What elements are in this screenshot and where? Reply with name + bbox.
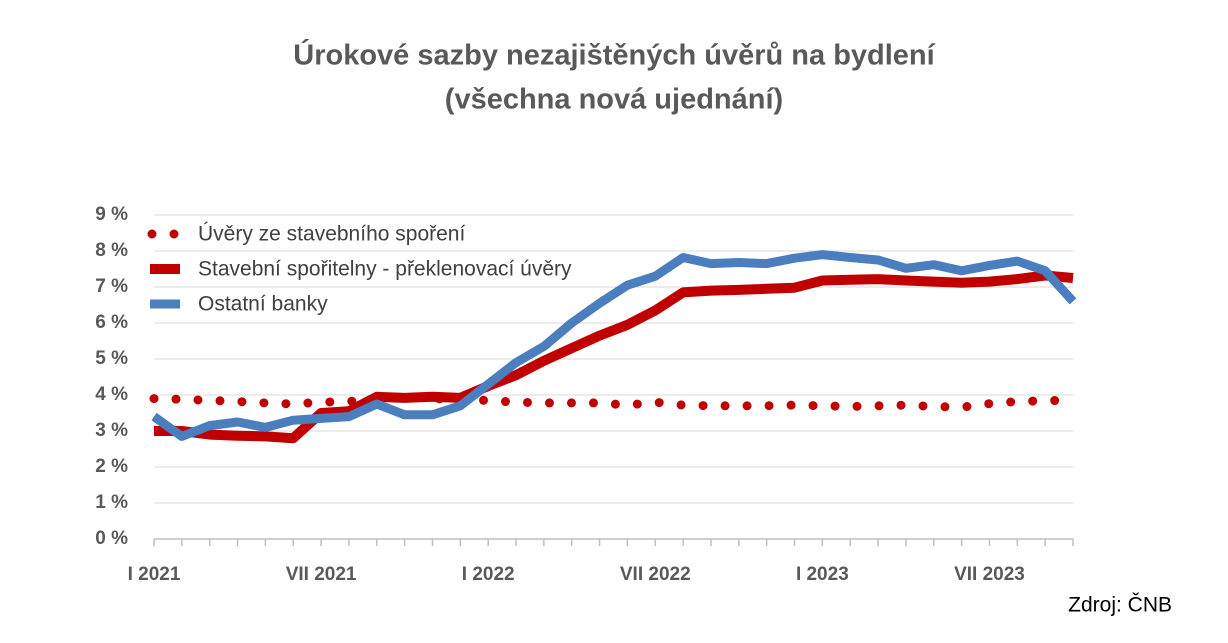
- series-line: [149, 392, 1078, 412]
- chart-title: Úrokové sazby nezajištěných úvěrů na byd…: [293, 38, 935, 72]
- x-tick-label: I 2022: [462, 564, 515, 585]
- y-tick-label: 6 %: [95, 312, 128, 333]
- x-tick-label: VII 2021: [286, 564, 357, 585]
- source: Zdroj: ČNB: [1068, 594, 1172, 617]
- x-tick-label: VII 2022: [620, 564, 691, 585]
- chart-subtitle: (všechna nová ujednání): [445, 84, 783, 116]
- series-line: [151, 250, 1077, 441]
- y-tick-label: 5 %: [95, 348, 128, 369]
- y-tick-label: 7 %: [95, 276, 128, 297]
- y-tick-label: 4 %: [95, 384, 128, 405]
- y-tick-label: 2 %: [95, 456, 128, 477]
- y-tick-label: 8 %: [95, 240, 128, 261]
- x-tick-label: I 2021: [128, 564, 181, 585]
- series-line: [154, 270, 1074, 444]
- legend-label: Stavební spořitelny - překlenovací úvěry: [198, 258, 572, 281]
- y-tick-label: 9 %: [95, 204, 128, 225]
- legend-label: Úvěry ze stavebního spoření: [198, 223, 465, 246]
- y-tick-label: 0 %: [95, 528, 128, 549]
- x-tick-label: VII 2023: [954, 564, 1025, 585]
- y-tick-label: 1 %: [95, 492, 128, 513]
- legend-label: Ostatní banky: [198, 293, 328, 316]
- y-tick-label: 3 %: [95, 420, 128, 441]
- x-tick-label: I 2023: [796, 564, 849, 585]
